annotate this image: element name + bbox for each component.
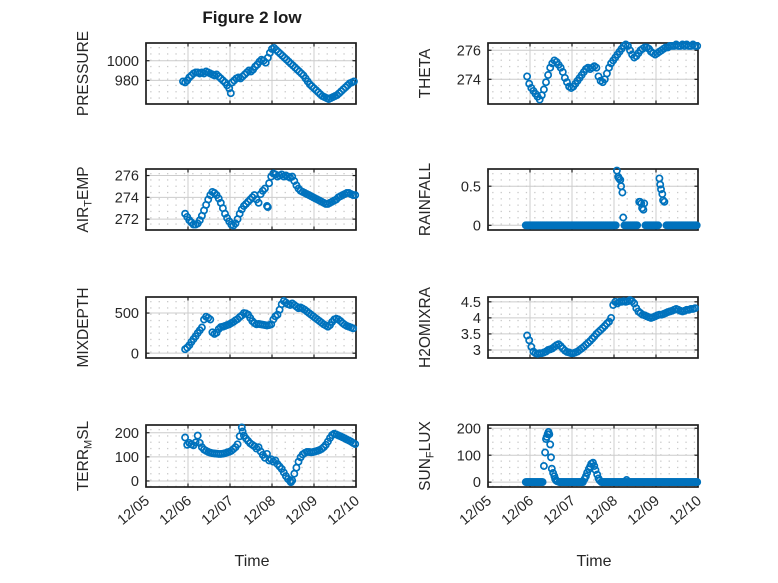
subplot-air_temp: 272 274 276 AIRTEMP: [75, 166, 360, 233]
svg-text:TERRMSL: TERRMSL: [75, 420, 95, 491]
data-markers: [521, 428, 702, 487]
svg-text:200: 200: [115, 426, 139, 442]
data-markers: [181, 423, 360, 487]
svg-text:3: 3: [473, 343, 481, 359]
svg-text:100: 100: [115, 450, 139, 466]
subplot-pressure: 980 1000 PRESSURE: [75, 31, 358, 116]
y-axis-label: AIRTEMP: [75, 166, 95, 232]
svg-text:12/10: 12/10: [667, 493, 705, 529]
y-axis-label: H2OMIXRA: [417, 286, 434, 368]
svg-text:274: 274: [115, 190, 139, 206]
minor-grid: [150, 429, 354, 487]
svg-text:272: 272: [115, 212, 139, 228]
x-tick-labels: 12/05 12/06 12/07 12/08 12/09 12/10: [115, 493, 363, 529]
svg-text:12/05: 12/05: [457, 493, 495, 529]
axes-box: [487, 424, 699, 488]
subplot-mixdepth: 0 500 MIXDEPTH: [75, 287, 358, 368]
svg-text:276: 276: [115, 169, 139, 185]
svg-text:4: 4: [473, 311, 481, 327]
svg-text:12/06: 12/06: [499, 493, 537, 529]
svg-text:H2OMIXRA: H2OMIXRA: [417, 286, 434, 368]
tick-marks: [145, 43, 357, 104]
svg-text:AIRTEMP: AIRTEMP: [75, 166, 95, 232]
y-axis-label: MIXDEPTH: [75, 287, 92, 367]
x-axis-label-right: Time: [576, 553, 612, 570]
svg-text:12/09: 12/09: [283, 493, 321, 529]
y-axis-label: PRESSURE: [75, 31, 92, 116]
svg-text:12/06: 12/06: [157, 493, 195, 529]
svg-text:0.5: 0.5: [461, 179, 481, 195]
tick-marks: [487, 297, 699, 358]
svg-text:276: 276: [457, 43, 481, 59]
figure-title: Figure 2 low: [202, 8, 302, 27]
tick-marks: [145, 169, 357, 230]
major-grid: [146, 425, 356, 487]
svg-text:12/07: 12/07: [541, 493, 579, 529]
svg-text:0: 0: [473, 475, 481, 491]
subplot-terr_msl: 0 100 200 12/05 12/06 12/07 12/08 12/09 12/10 TER…: [75, 420, 363, 528]
y-axis-label: THETA: [417, 48, 434, 98]
y-tick-labels: 0 500: [115, 306, 139, 362]
svg-text:12/10: 12/10: [325, 493, 363, 529]
data-markers: [179, 43, 358, 104]
y-tick-labels: 272 274 276: [115, 169, 139, 229]
axes-box: [487, 42, 699, 105]
axes-box: [487, 296, 699, 359]
svg-text:12/07: 12/07: [199, 493, 237, 529]
axes-box: [487, 168, 699, 231]
data-markers: [181, 297, 358, 354]
svg-text:274: 274: [457, 72, 481, 88]
svg-text:MIXDEPTH: MIXDEPTH: [75, 287, 92, 367]
svg-text:12/08: 12/08: [583, 493, 621, 529]
svg-text:12/05: 12/05: [115, 493, 153, 529]
svg-text:0: 0: [473, 218, 481, 234]
svg-text:12/09: 12/09: [625, 493, 663, 529]
svg-text:500: 500: [115, 306, 139, 322]
y-axis-label: SUNFLUX: [417, 421, 437, 491]
svg-text:100: 100: [457, 448, 481, 464]
data-markers: [521, 166, 701, 230]
svg-text:PRESSURE: PRESSURE: [75, 31, 92, 116]
y-tick-labels: 274 276: [457, 43, 481, 88]
svg-text:SUNFLUX: SUNFLUX: [417, 421, 437, 491]
svg-text:200: 200: [457, 421, 481, 437]
y-tick-labels: 0 100 200: [115, 426, 139, 490]
tick-marks: [145, 425, 357, 487]
y-tick-labels: 00.5: [461, 179, 481, 234]
svg-text:THETA: THETA: [417, 48, 434, 98]
axes-box: [145, 424, 357, 488]
axes-box: [145, 42, 357, 105]
subplot-theta: 274 276 THETA: [417, 40, 702, 105]
subplot-h2omixra: 33.544.5 H2OMIXRA: [417, 286, 700, 368]
svg-text:4.5: 4.5: [461, 295, 481, 311]
svg-text:1000: 1000: [107, 54, 139, 70]
svg-text:RAINFALL: RAINFALL: [417, 163, 434, 237]
tick-marks: [487, 425, 699, 487]
tick-marks: [145, 297, 357, 358]
y-axis-label: TERRMSL: [75, 420, 95, 491]
y-axis-label: RAINFALL: [417, 163, 434, 237]
major-grid: [488, 425, 698, 487]
data-markers: [523, 40, 702, 104]
svg-text:3.5: 3.5: [461, 327, 481, 343]
svg-text:980: 980: [115, 73, 139, 89]
x-tick-labels: 12/05 12/06 12/07 12/08 12/09 12/10: [457, 493, 705, 529]
major-grid: [146, 169, 356, 230]
data-markers: [181, 169, 360, 230]
y-tick-labels: 980 1000: [107, 54, 139, 90]
data-markers: [523, 296, 700, 358]
y-tick-labels: 0 100 200: [457, 421, 481, 491]
axes-box: [145, 168, 357, 231]
svg-text:12/08: 12/08: [241, 493, 279, 529]
minor-grid: [492, 301, 696, 353]
x-axis-label-left: Time: [234, 553, 270, 570]
svg-text:0: 0: [131, 346, 139, 362]
svg-text:0: 0: [131, 474, 139, 490]
y-tick-labels: 33.544.5: [461, 295, 481, 359]
minor-grid: [492, 47, 696, 99]
subplot-sun_flux: 0 100 200 12/05 12/06 12/07 12/08 12/09 12/10 SUN…: [417, 421, 705, 529]
